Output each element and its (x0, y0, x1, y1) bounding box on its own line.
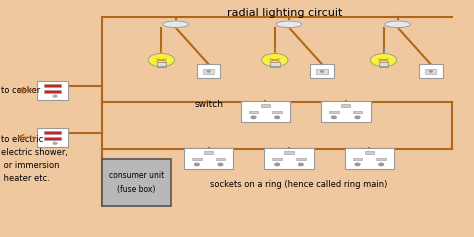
FancyBboxPatch shape (37, 81, 68, 100)
FancyBboxPatch shape (192, 158, 201, 160)
Circle shape (299, 163, 303, 166)
Text: electric shower,: electric shower, (0, 148, 68, 157)
Circle shape (207, 71, 210, 72)
FancyBboxPatch shape (273, 111, 282, 113)
FancyBboxPatch shape (156, 62, 166, 67)
FancyBboxPatch shape (425, 68, 437, 74)
Text: heater etc.: heater etc. (0, 174, 49, 183)
Circle shape (194, 163, 199, 166)
Text: switch: switch (194, 100, 223, 109)
Circle shape (53, 142, 57, 144)
FancyBboxPatch shape (284, 151, 294, 154)
FancyBboxPatch shape (264, 148, 314, 169)
FancyBboxPatch shape (249, 111, 258, 113)
Circle shape (320, 71, 323, 72)
Text: consumer unit: consumer unit (109, 171, 164, 180)
FancyBboxPatch shape (379, 62, 388, 67)
FancyBboxPatch shape (317, 68, 328, 74)
FancyBboxPatch shape (341, 104, 350, 107)
FancyBboxPatch shape (353, 158, 362, 160)
Circle shape (355, 116, 360, 118)
Text: to electric: to electric (0, 135, 43, 144)
Ellipse shape (385, 21, 410, 27)
FancyBboxPatch shape (204, 151, 213, 154)
Circle shape (355, 163, 360, 166)
Circle shape (251, 116, 256, 118)
FancyBboxPatch shape (419, 64, 443, 78)
Ellipse shape (276, 21, 302, 27)
Text: sockets on a ring (hence called ring main): sockets on a ring (hence called ring mai… (210, 180, 387, 189)
FancyBboxPatch shape (184, 148, 234, 169)
FancyBboxPatch shape (329, 111, 338, 113)
FancyBboxPatch shape (44, 131, 61, 134)
FancyBboxPatch shape (240, 101, 290, 122)
FancyBboxPatch shape (261, 104, 270, 107)
FancyBboxPatch shape (37, 128, 68, 147)
Circle shape (379, 163, 383, 166)
Circle shape (218, 163, 223, 166)
Circle shape (331, 116, 336, 118)
Circle shape (429, 71, 432, 72)
FancyBboxPatch shape (296, 158, 306, 160)
Text: (fuse box): (fuse box) (118, 185, 156, 194)
Circle shape (262, 54, 288, 67)
Circle shape (275, 116, 280, 118)
FancyBboxPatch shape (376, 158, 386, 160)
FancyBboxPatch shape (270, 62, 280, 67)
FancyBboxPatch shape (44, 90, 61, 93)
Circle shape (370, 54, 397, 67)
FancyBboxPatch shape (310, 64, 334, 78)
FancyBboxPatch shape (353, 111, 362, 113)
Circle shape (275, 163, 280, 166)
FancyBboxPatch shape (44, 137, 61, 140)
Text: or immersion: or immersion (0, 161, 59, 170)
Text: radial lighting circuit: radial lighting circuit (227, 8, 342, 18)
FancyBboxPatch shape (197, 64, 220, 78)
FancyBboxPatch shape (102, 159, 171, 206)
Ellipse shape (163, 21, 189, 27)
FancyBboxPatch shape (273, 158, 282, 160)
Circle shape (53, 95, 57, 97)
FancyBboxPatch shape (321, 101, 371, 122)
Circle shape (148, 54, 174, 67)
FancyBboxPatch shape (203, 68, 214, 74)
FancyBboxPatch shape (345, 148, 394, 169)
FancyBboxPatch shape (216, 158, 225, 160)
FancyBboxPatch shape (44, 84, 61, 87)
FancyBboxPatch shape (365, 151, 374, 154)
Text: to cooker: to cooker (0, 86, 40, 95)
